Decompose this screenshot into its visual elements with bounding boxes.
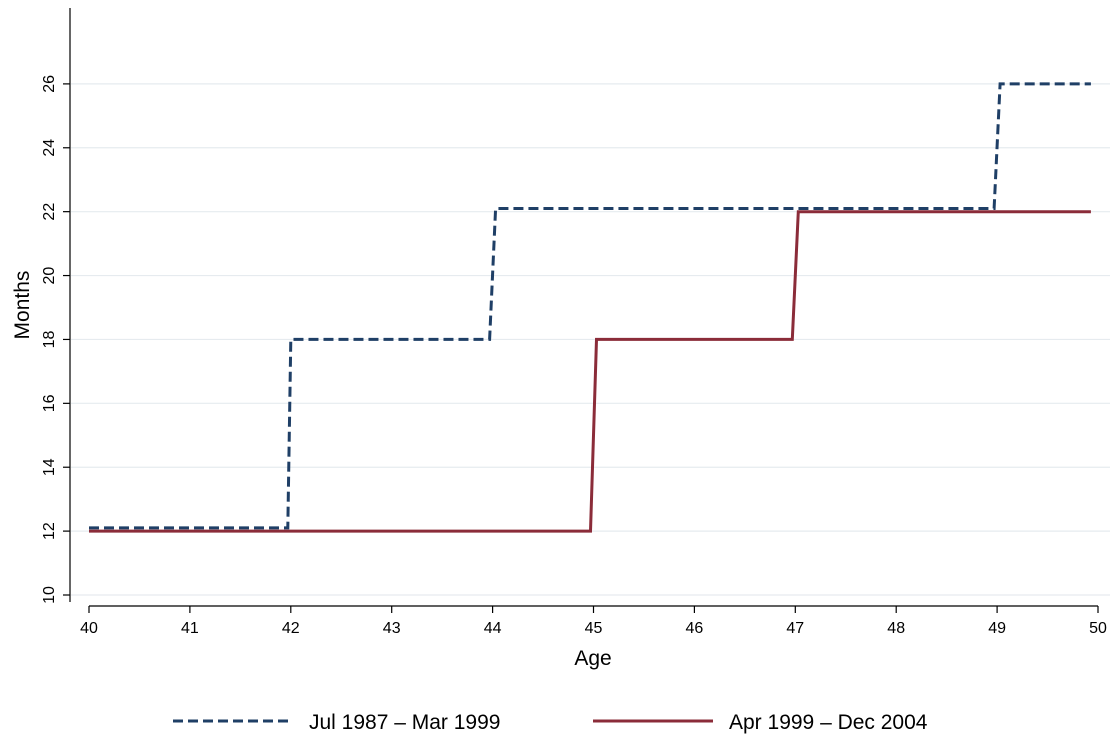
x-tick-label-49: 49 (988, 620, 1006, 637)
legend-label-series-1: Jul 1987 – Mar 1999 (309, 711, 500, 734)
x-tick-label-44: 44 (484, 620, 502, 637)
y-tick-label-26: 26 (41, 75, 58, 93)
x-tick-label-42: 42 (282, 620, 300, 637)
x-tick-label-40: 40 (80, 620, 98, 637)
y-tick-label-22: 22 (41, 203, 58, 221)
x-tick-label-43: 43 (383, 620, 401, 637)
x-ticks: 40 41 42 43 44 45 46 47 48 49 50 (80, 606, 1107, 637)
series-line-2 (89, 210, 1091, 533)
y-tick-label-12: 12 (41, 522, 58, 540)
x-tick-label-46: 46 (686, 620, 704, 637)
y-tick-label-20: 20 (41, 267, 58, 285)
y-tick-label-14: 14 (41, 458, 58, 476)
y-ticks: 10 12 14 16 18 20 22 24 26 (41, 75, 70, 604)
x-tick-label-45: 45 (585, 620, 603, 637)
series-lines (89, 82, 1091, 533)
x-tick-label-47: 47 (786, 620, 804, 637)
legend: Jul 1987 – Mar 1999 Apr 1999 – Dec 2004 (173, 711, 928, 734)
x-axis-title: Age (574, 647, 611, 670)
y-axis-title: Months (11, 271, 34, 340)
x-tick-label-50: 50 (1089, 620, 1107, 637)
y-tick-label-18: 18 (41, 330, 58, 348)
y-tick-label-10: 10 (41, 586, 58, 604)
legend-label-series-2: Apr 1999 – Dec 2004 (729, 711, 928, 734)
axes (69, 8, 1098, 607)
x-tick-label-41: 41 (181, 620, 199, 637)
series-line-1 (89, 82, 1091, 530)
y-tick-label-16: 16 (41, 394, 58, 412)
x-tick-label-48: 48 (887, 620, 905, 637)
y-tick-label-24: 24 (41, 139, 58, 157)
